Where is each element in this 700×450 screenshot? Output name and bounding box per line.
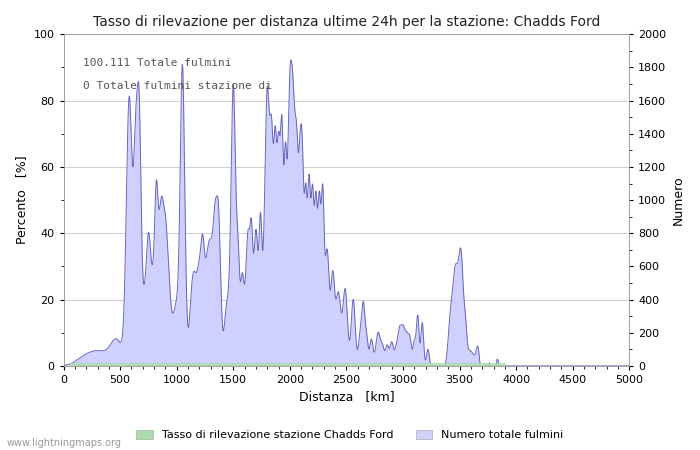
- Text: 0 Totale fulmini stazione di: 0 Totale fulmini stazione di: [83, 81, 272, 91]
- Text: www.lightningmaps.org: www.lightningmaps.org: [7, 438, 122, 448]
- Y-axis label: Percento   [%]: Percento [%]: [15, 156, 28, 244]
- Y-axis label: Numero: Numero: [672, 176, 685, 225]
- X-axis label: Distanza   [km]: Distanza [km]: [299, 391, 394, 404]
- Legend: Tasso di rilevazione stazione Chadds Ford, Numero totale fulmini: Tasso di rilevazione stazione Chadds For…: [132, 425, 568, 445]
- Text: 100.111 Totale fulmini: 100.111 Totale fulmini: [83, 58, 232, 68]
- Title: Tasso di rilevazione per distanza ultime 24h per la stazione: Chadds Ford: Tasso di rilevazione per distanza ultime…: [92, 15, 600, 29]
